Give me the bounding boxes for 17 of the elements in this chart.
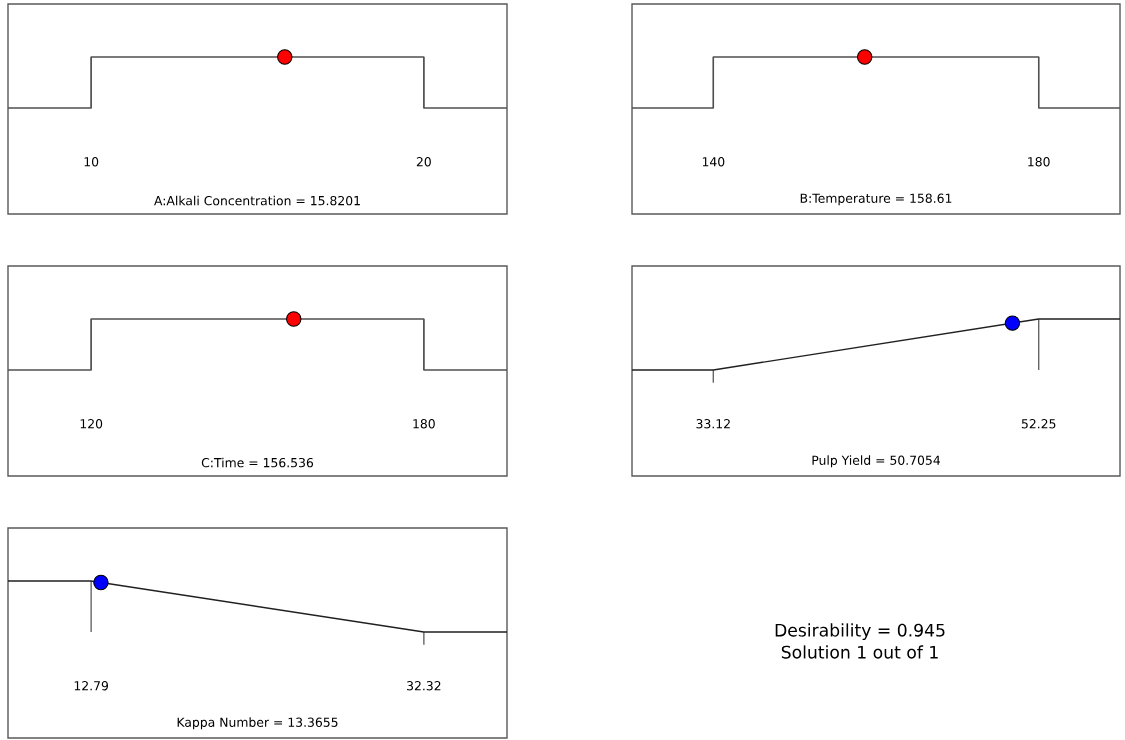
text: Desirability = 0.945 bbox=[775, 623, 945, 640]
x-axis-title: C:Time = 156.536 bbox=[201, 457, 314, 468]
x-tick-label: 140 bbox=[702, 157, 725, 167]
x-tick-label: 10 bbox=[84, 157, 99, 167]
x-tick-label: 120 bbox=[80, 419, 103, 429]
x-tick-label: 180 bbox=[1028, 157, 1050, 167]
x-axis-title: A:Alkali Concentration = 15.8201 bbox=[154, 195, 360, 206]
x-tick-label: 12.79 bbox=[74, 681, 109, 691]
x-axis-title: Kappa Number = 13.3655 bbox=[177, 717, 338, 730]
x-axis-title: B:Temperature = 158.61 bbox=[800, 193, 952, 206]
x-tick-label: 180 bbox=[413, 419, 435, 429]
x-tick-label: 33.12 bbox=[696, 419, 730, 429]
x-tick-label: 20 bbox=[416, 157, 431, 167]
x-tick-label: 52.25 bbox=[1021, 419, 1056, 429]
text: Solution 1 out of 1 bbox=[781, 645, 938, 659]
x-axis-title: Pulp Yield = 50.7054 bbox=[812, 455, 941, 468]
x-tick-label: 32.32 bbox=[407, 681, 441, 691]
